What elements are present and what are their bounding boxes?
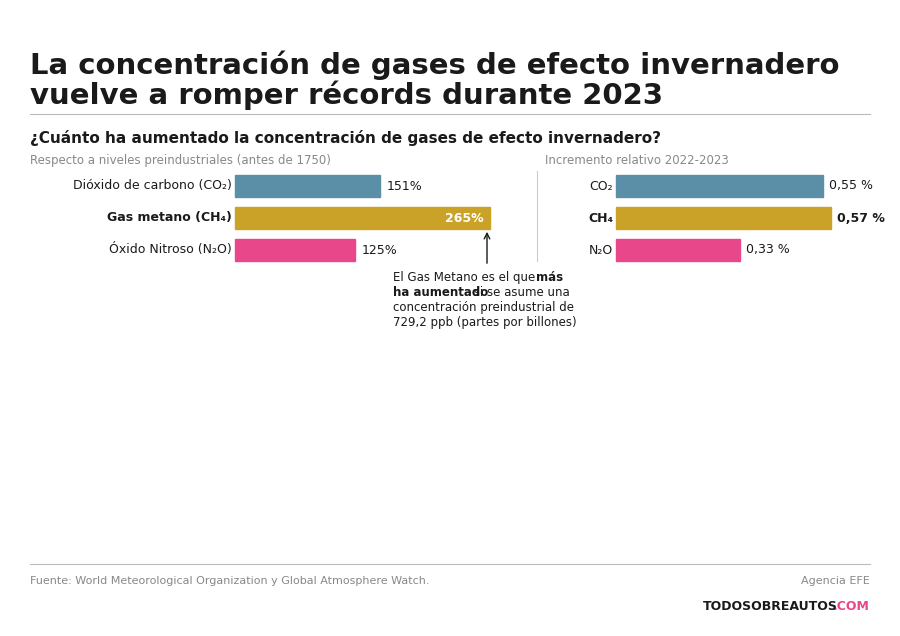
Text: 0,33 %: 0,33 %: [746, 244, 790, 256]
Text: CO₂: CO₂: [590, 179, 613, 193]
Text: concentración preindustrial de: concentración preindustrial de: [393, 301, 574, 314]
Text: vuelve a romper récords durante 2023: vuelve a romper récords durante 2023: [30, 81, 663, 111]
Bar: [235, 207, 490, 229]
Text: 0,57 %: 0,57 %: [837, 212, 885, 225]
Text: ha aumentado: ha aumentado: [393, 286, 488, 299]
Text: CH₄: CH₄: [588, 212, 613, 225]
Text: .COM: .COM: [833, 600, 870, 613]
Text: TODOSOBREAUTOS: TODOSOBREAUTOS: [703, 600, 838, 613]
Text: si se asume una: si se asume una: [470, 286, 570, 299]
Text: 729,2 ppb (partes por billones): 729,2 ppb (partes por billones): [393, 316, 577, 329]
Text: 0,55 %: 0,55 %: [830, 179, 874, 193]
Bar: [616, 207, 831, 229]
Text: N₂O: N₂O: [589, 244, 613, 256]
Text: La concentración de gases de efecto invernadero: La concentración de gases de efecto inve…: [30, 51, 840, 81]
Text: 265%: 265%: [446, 212, 484, 225]
Text: ¿Cuánto ha aumentado la concentración de gases de efecto invernadero?: ¿Cuánto ha aumentado la concentración de…: [30, 130, 661, 146]
Text: Incremento relativo 2022-2023: Incremento relativo 2022-2023: [545, 154, 729, 167]
Text: Gas metano (CH₄): Gas metano (CH₄): [107, 212, 232, 225]
Text: Agencia EFE: Agencia EFE: [801, 576, 870, 586]
Bar: [616, 239, 741, 261]
Bar: [235, 239, 356, 261]
Text: El Gas Metano es el que: El Gas Metano es el que: [393, 271, 539, 284]
Text: Óxido Nitroso (N₂O): Óxido Nitroso (N₂O): [109, 244, 232, 256]
Text: 151%: 151%: [386, 179, 422, 193]
Bar: [235, 175, 381, 197]
Bar: [616, 175, 824, 197]
Text: 125%: 125%: [361, 244, 397, 256]
Text: Dióxido de carbono (CO₂): Dióxido de carbono (CO₂): [73, 179, 232, 193]
Text: Fuente: World Meteorological Organization y Global Atmosphere Watch.: Fuente: World Meteorological Organizatio…: [30, 576, 429, 586]
Text: Respecto a niveles preindustriales (antes de 1750): Respecto a niveles preindustriales (ante…: [30, 154, 331, 167]
Text: más: más: [536, 271, 563, 284]
